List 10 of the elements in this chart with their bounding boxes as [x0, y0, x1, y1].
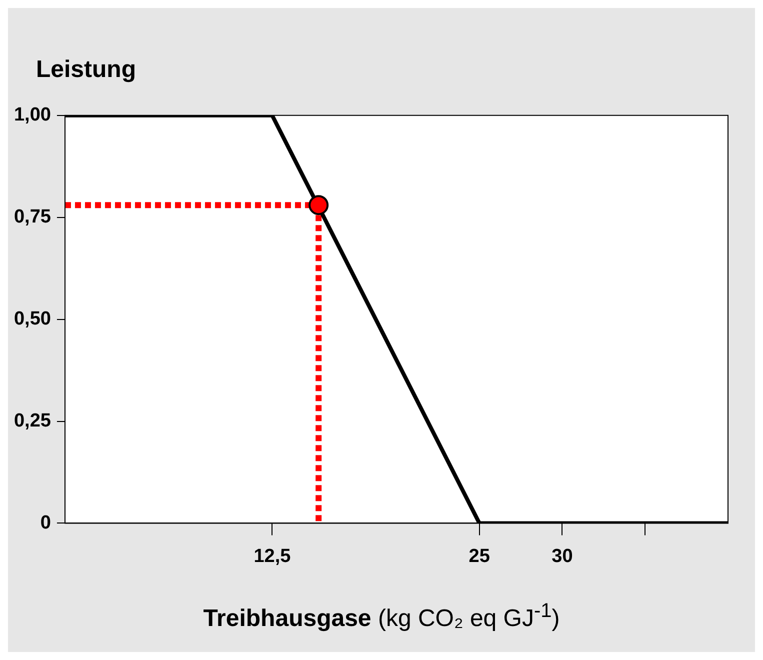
x-tick-label: 25: [468, 546, 490, 567]
x-tick-label: 12,5: [254, 546, 292, 567]
y-axis-title: Leistung: [36, 56, 136, 84]
x-axis-title: Treibhausgase (kg CO₂ eq GJ$^{-1}$): [203, 600, 560, 632]
x-tick-label: 30: [552, 546, 573, 567]
y-tick-label: 0,50: [14, 308, 51, 330]
y-tick-label: 0,75: [14, 206, 52, 228]
y-tick-label: 1,00: [14, 104, 51, 126]
y-tick-label: 0,25: [14, 410, 52, 432]
y-tick-label: 0: [40, 512, 51, 534]
